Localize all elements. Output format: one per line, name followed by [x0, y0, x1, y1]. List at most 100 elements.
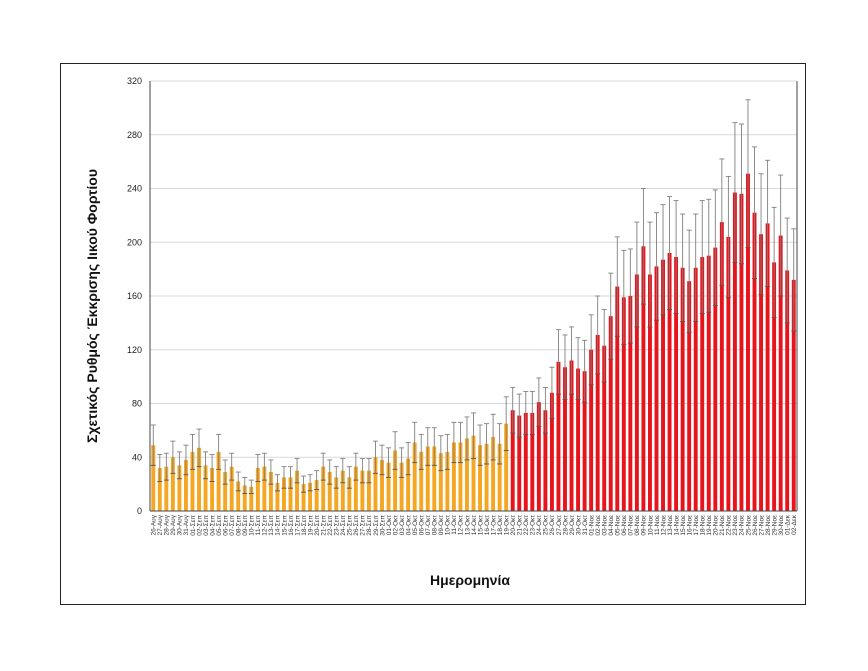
x-tick-label: 09-Οκτ: [438, 515, 445, 536]
bar: [465, 438, 469, 511]
x-tick-label: 27-Οκτ: [556, 515, 563, 536]
x-tick-label: 06-Σεπ: [222, 514, 229, 535]
x-tick-label: 31-Αυγ: [183, 514, 190, 535]
bar: [752, 212, 757, 511]
bar: [510, 410, 515, 511]
x-tick-label: 06-Οκτ: [419, 515, 426, 536]
x-tick-label: 27-Αυγ: [157, 514, 164, 535]
x-tick-label: 26-Νοε: [752, 515, 759, 536]
x-tick-label: 20-Οκτ: [510, 515, 517, 536]
x-tick-label: 26-Αυγ: [151, 514, 158, 535]
x-tick-label: 13-Νοε: [667, 515, 674, 536]
bar: [759, 234, 764, 511]
x-tick-label: 01-Νοε: [588, 515, 595, 536]
bar: [183, 459, 188, 511]
bar: [772, 262, 777, 511]
bar: [706, 255, 711, 511]
bar: [687, 281, 692, 511]
bar: [700, 257, 705, 511]
x-tick-label: 14-Νοε: [673, 515, 680, 536]
bar: [674, 257, 679, 511]
x-tick-label: 03-Νοε: [602, 515, 609, 536]
x-tick-label: 16-Σεπ: [288, 514, 295, 535]
x-tick-label: 28-Σεπ: [366, 514, 373, 535]
x-axis-label: Ημερομηνία: [430, 572, 510, 588]
x-tick-label: 19-Οκτ: [503, 515, 510, 536]
bar: [569, 360, 574, 511]
bar: [615, 286, 620, 511]
x-tick-label: 27-Νοε: [758, 515, 765, 536]
x-tick-label: 25-Νοε: [745, 515, 752, 536]
x-tick-label: 20-Σεπ: [314, 514, 321, 535]
x-tick-label: 17-Σεπ: [294, 514, 301, 535]
x-tick-label: 28-Οκτ: [562, 515, 569, 536]
x-tick-label: 11-Νοε: [654, 515, 661, 535]
x-tick-label: 12-Οκτ: [458, 515, 465, 536]
bar: [556, 361, 561, 511]
bar: [497, 443, 502, 511]
bar: [628, 296, 633, 511]
x-tick-label: 26-Οκτ: [549, 515, 556, 536]
bar: [530, 412, 535, 511]
x-tick-label: 11-Οκτ: [451, 515, 458, 535]
x-tick-label: 07-Σεπ: [229, 514, 236, 535]
chart-frame: [60, 63, 806, 605]
bar: [595, 334, 600, 511]
bars: [150, 99, 797, 511]
x-tick-label: 23-Σεπ: [334, 514, 341, 535]
x-tick-label: 24-Σεπ: [340, 514, 347, 535]
x-tick-label: 14-Οκτ: [471, 515, 478, 536]
bar: [458, 442, 463, 511]
x-tick-label: 19-Σεπ: [307, 514, 314, 535]
bar: [680, 267, 685, 511]
x-tick-label: 02-Οκτ: [392, 515, 399, 536]
bar: [621, 297, 626, 511]
bar: [157, 468, 162, 511]
x-tick-label: 21-Οκτ: [517, 515, 524, 536]
bar: [282, 477, 286, 511]
bar: [380, 459, 384, 511]
bar: [791, 279, 796, 511]
bar: [236, 481, 241, 511]
x-tick-label: 04-Νοε: [608, 515, 615, 536]
x-tick-label: 28-Αυγ: [164, 514, 171, 535]
bar: [203, 465, 208, 511]
x-tick-label: 30-Νοε: [778, 515, 785, 536]
bar: [229, 466, 234, 511]
y-tick-label: 200: [127, 237, 142, 247]
bar: [314, 480, 319, 511]
x-tick-label: 25-Οκτ: [543, 515, 550, 536]
bar: [732, 192, 737, 511]
bar: [262, 466, 267, 511]
x-tick-label: 16-Οκτ: [484, 515, 491, 536]
x-tick-label: 15-Νοε: [680, 515, 687, 536]
bar: [366, 470, 371, 511]
bar: [419, 451, 424, 511]
x-tick-label: 09-Νοε: [641, 515, 648, 536]
bar: [602, 345, 607, 511]
bar: [438, 453, 443, 511]
y-tick-label: 40: [132, 452, 142, 462]
bar: [216, 451, 221, 511]
x-tick-label: 02-Νοε: [595, 515, 602, 536]
bar: [451, 442, 456, 511]
x-tick-label: 19-Νοε: [706, 515, 713, 536]
x-tick-label: 03-Σεπ: [203, 514, 210, 535]
bar: [321, 466, 326, 511]
bar: [536, 402, 541, 511]
bar: [249, 486, 254, 511]
bar: [719, 222, 724, 511]
x-tick-label: 05-Οκτ: [412, 515, 419, 536]
x-tick-label: 29-Οκτ: [569, 515, 576, 536]
x-tick-label: 18-Νοε: [700, 515, 707, 536]
x-tick-label: 21-Νοε: [719, 515, 726, 536]
x-tick-label: 01-Δεκ: [784, 514, 791, 535]
x-tick-label: 09-Σεπ: [242, 514, 249, 535]
bar: [373, 457, 378, 511]
x-tick-label: 13-Σεπ: [268, 514, 275, 535]
bar: [301, 484, 306, 511]
x-tick-label: 04-Σεπ: [209, 514, 216, 535]
x-tick-label: 17-Οκτ: [490, 515, 497, 536]
x-tick-label: 10-Οκτ: [445, 515, 452, 536]
bar: [693, 267, 698, 511]
